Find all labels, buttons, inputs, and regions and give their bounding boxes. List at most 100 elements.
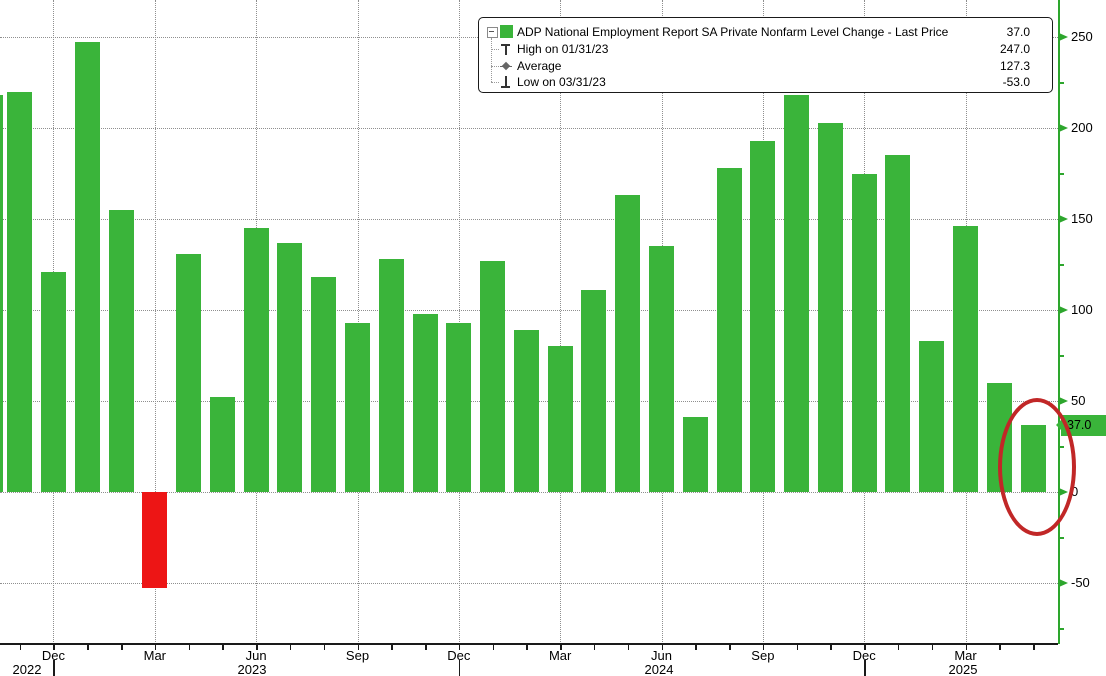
bar [0,95,3,492]
bar [750,140,776,492]
bar [547,346,573,492]
x-axis-month-tick [391,644,393,650]
collapse-icon[interactable] [487,27,498,38]
y-axis-arrow-icon [1059,215,1068,223]
x-axis-quarter-label: Dec [852,648,876,663]
x-axis-quarter-label: Sep [345,648,370,663]
bar [851,173,877,492]
y-axis-minor-tick [1059,628,1064,630]
gridline-vertical [154,0,156,644]
legend-row: Low on 03/31/23 -53.0 [479,74,1052,90]
x-axis-month-tick [762,644,765,650]
bar [176,253,202,492]
bar-negative [142,492,168,589]
x-axis-month-tick [188,644,191,650]
last-price-badge: 37.0 [1061,414,1106,436]
x-axis-quarter-label: Dec [447,648,471,663]
y-axis-tick-label: 250 [1071,29,1093,44]
y-axis-arrow-icon [1059,124,1068,132]
bar [885,155,911,492]
bar [108,209,134,492]
x-axis-year-label: 2022 [12,662,42,676]
x-axis-month-tick [729,644,731,650]
bar [412,313,438,492]
bar [953,226,979,492]
bar [716,168,742,492]
year-separator [458,660,461,676]
bar [649,246,675,492]
x-axis-month-tick [19,644,22,650]
x-axis-month-tick [1033,644,1035,650]
legend-row: Average 127.3 [479,58,1052,74]
y-axis-arrow-icon [1059,306,1068,314]
y-axis-line [1058,0,1060,644]
highlight-ellipse-annotation [998,398,1077,536]
bar [40,271,66,492]
y-axis-tick-label: 100 [1071,302,1093,317]
x-axis-month-tick [864,644,866,650]
bar [919,340,945,492]
bar [480,260,506,492]
x-axis-month-tick [661,644,664,650]
legend-value: 37.0 [1006,25,1030,39]
high-marker-icon [505,44,507,55]
y-axis-minor-tick [1059,264,1064,266]
year-separator [864,660,866,676]
legend-tree-connector [491,38,492,82]
y-axis-tick-label: 50 [1071,393,1086,408]
x-axis-quarter-label: Mar [548,648,572,663]
y-axis-tick-label: 0 [1071,484,1079,499]
y-axis-minor-tick [1059,537,1064,539]
bar [311,277,337,492]
y-axis-minor-tick [1059,82,1064,84]
bar [784,95,810,492]
legend-tree-branch [491,65,499,67]
x-axis-quarter-label: Jun [651,648,672,663]
bar [817,122,843,492]
bar [581,289,607,492]
gridline-vertical [357,0,359,644]
y-axis-tick-label: -50 [1071,575,1090,590]
x-axis-quarter-label: Dec [41,648,66,663]
x-axis-quarter-label: Mar [954,648,977,663]
x-axis-month-tick [627,644,630,650]
bar [513,330,539,492]
legend-label: Average [517,58,562,73]
legend-label: ADP National Employment Report SA Privat… [517,25,949,39]
x-axis-month-tick [999,644,1001,650]
x-axis-month-tick [53,644,55,650]
bar [615,195,641,492]
bar [378,259,404,492]
x-axis-month-tick [121,644,123,650]
x-axis-month-tick [154,644,157,650]
legend-row: ADP National Employment Report SA Privat… [479,24,1052,40]
x-axis-year-label: 2025 [948,662,978,676]
gridline-horizontal [0,491,1058,493]
bar [277,242,303,492]
x-axis-year-label: 2023 [237,662,267,676]
bar [446,322,472,492]
x-axis-line [0,643,1058,645]
legend-value: -53.0 [1002,75,1030,89]
x-axis-month-tick [526,644,528,650]
high-marker-cap [501,44,510,46]
x-axis-quarter-label: Jun [245,648,267,663]
bar [682,417,708,492]
legend-label: High on 01/31/23 [517,42,609,56]
x-axis-month-tick [222,644,224,650]
x-axis-month-tick [931,644,934,650]
x-axis-month-tick [560,644,562,650]
x-axis-month-tick [357,644,359,650]
y-axis-minor-tick [1059,173,1064,175]
legend-tree-branch [491,49,499,50]
low-marker-cap [501,86,510,88]
y-axis-arrow-icon [1059,33,1068,41]
x-axis-month-tick [492,644,495,650]
x-axis-month-tick [289,644,292,650]
legend-value: 127.3 [999,58,1030,73]
low-marker-icon [505,76,507,87]
x-axis-month-tick [796,644,799,650]
bar [243,228,269,492]
